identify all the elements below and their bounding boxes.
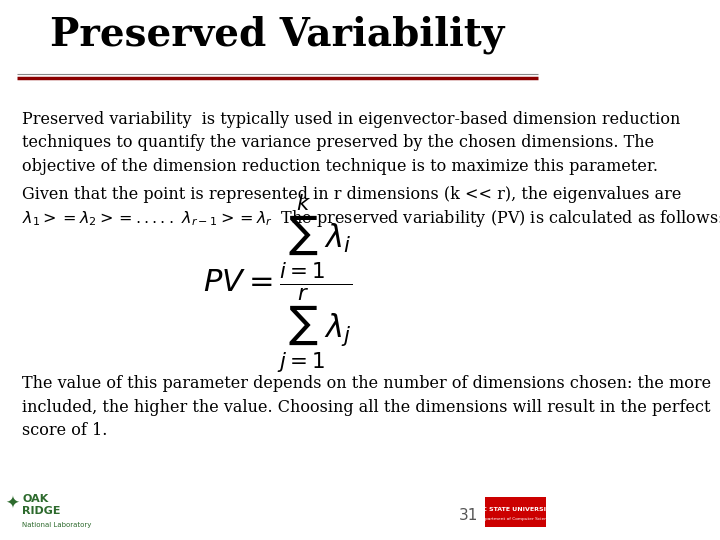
Text: Preserved Variability: Preserved Variability [50,16,505,55]
Text: NC STATE UNIVERSITY: NC STATE UNIVERSITY [477,507,554,512]
Text: The value of this parameter depends on the number of dimensions chosen: the more: The value of this parameter depends on t… [22,375,711,440]
FancyBboxPatch shape [485,497,546,526]
Text: 31: 31 [459,508,478,523]
Text: OAK
RIDGE: OAK RIDGE [22,494,60,516]
Text: Department of Computer Science: Department of Computer Science [480,517,552,522]
Text: ✦: ✦ [5,494,19,512]
Text: Preserved variability  is typically used in eigenvector-based dimension reductio: Preserved variability is typically used … [22,111,680,175]
Text: $PV = \dfrac{\sum_{i=1}^{k} \lambda_i}{\sum_{j=1}^{r} \lambda_j}$: $PV = \dfrac{\sum_{i=1}^{k} \lambda_i}{\… [203,192,352,375]
Text: National Laboratory: National Laboratory [22,522,91,528]
Text: $\lambda_1>=\lambda_2>=.....\ \lambda_{r-1}>=\lambda_r$  The preserved variabili: $\lambda_1>=\lambda_2>=.....\ \lambda_{r… [22,208,720,229]
Text: Given that the point is represented in r dimensions (k << r), the eigenvalues ar: Given that the point is represented in r… [22,186,682,203]
